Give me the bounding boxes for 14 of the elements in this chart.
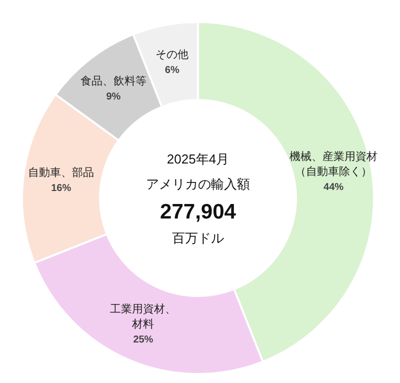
text: 277,904 xyxy=(160,200,236,224)
slice-label: その他 xyxy=(156,48,189,61)
text: アメリカの輸入額 xyxy=(146,176,250,192)
data-label: 16% xyxy=(51,182,72,194)
data-label: 44% xyxy=(324,182,344,193)
slice-label: 食品、飲料等 xyxy=(80,74,146,88)
slice-label: 機械、産業用資材（自動車除く） xyxy=(290,150,378,178)
text: 2025年4月 xyxy=(166,151,230,166)
data-label: 6% xyxy=(164,64,180,76)
slice-label: 自動車、部品 xyxy=(28,166,94,180)
slice-label: 工業用資材、材料 xyxy=(110,302,176,331)
text: 百万ドル xyxy=(172,230,224,246)
data-label: 9% xyxy=(106,91,121,102)
data-label: 25% xyxy=(133,334,154,346)
